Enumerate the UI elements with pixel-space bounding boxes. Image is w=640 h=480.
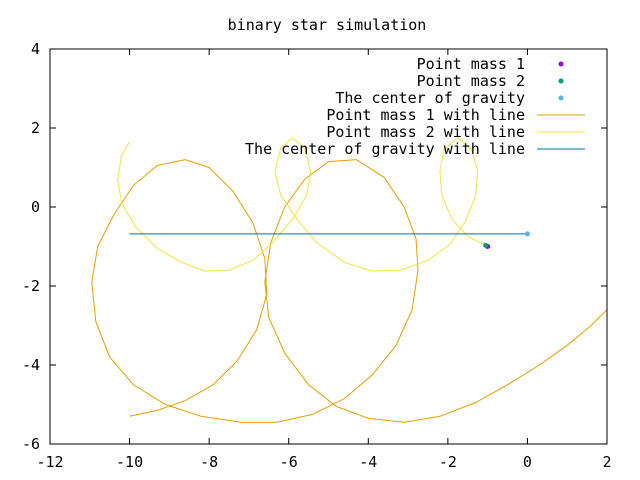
series-line-4 bbox=[117, 137, 486, 272]
legend-label-2: The center of gravity bbox=[335, 89, 525, 107]
chart-title: binary star simulation bbox=[228, 16, 427, 34]
data-point-1-0 bbox=[483, 242, 489, 248]
y-tick-label-2: -2 bbox=[22, 277, 40, 295]
legend-key-2 bbox=[558, 95, 564, 101]
axes: -12 -10 -8 -6 -4 -2 0 2 -6 -4 -2 0 2 4 bbox=[22, 40, 612, 471]
x-tick-label-1: -10 bbox=[116, 453, 143, 471]
x-tick-label-6: 0 bbox=[523, 453, 532, 471]
legend-key-1 bbox=[558, 78, 564, 84]
legend-label-5: The center of gravity with line bbox=[245, 140, 525, 158]
y-tick-label-1: -4 bbox=[22, 356, 40, 374]
x-tick-label-4: -4 bbox=[359, 453, 377, 471]
legend-label-4: Point mass 2 with line bbox=[326, 123, 525, 141]
legend-label-3: Point mass 1 with line bbox=[326, 106, 525, 124]
x-tick-label-5: -2 bbox=[439, 453, 457, 471]
plot-frame bbox=[49, 48, 608, 445]
y-tick-label-3: 0 bbox=[31, 198, 40, 216]
legend-label-1: Point mass 2 bbox=[417, 72, 525, 90]
y-tick-label-5: 4 bbox=[31, 40, 40, 58]
y-tick-label-0: -6 bbox=[22, 435, 40, 453]
legend-key-0 bbox=[558, 61, 564, 67]
y-tick-label-4: 2 bbox=[31, 119, 40, 137]
data-point-2-0 bbox=[524, 231, 530, 237]
x-tick-label-3: -6 bbox=[280, 453, 298, 471]
x-tick-label-2: -8 bbox=[200, 453, 218, 471]
x-tick-label-0: -12 bbox=[36, 453, 63, 471]
series-line-3 bbox=[91, 159, 608, 423]
legend-label-0: Point mass 1 bbox=[417, 55, 525, 73]
plot-area bbox=[91, 137, 608, 423]
x-tick-label-7: 2 bbox=[602, 453, 611, 471]
